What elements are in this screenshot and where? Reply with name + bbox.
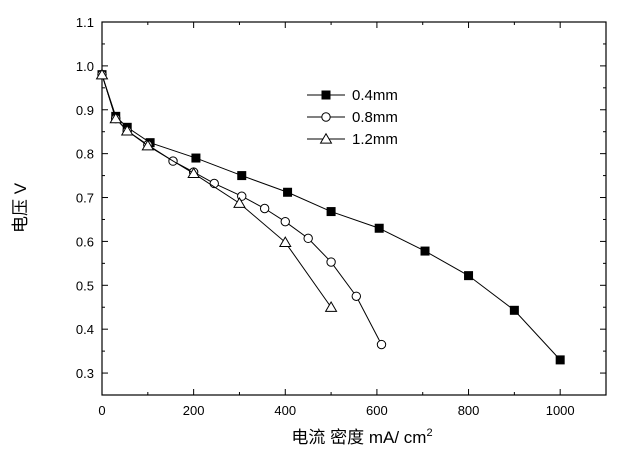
data-point [278,236,292,247]
data-point [283,187,293,197]
data-point [237,171,247,181]
legend-item: 1.2mm [307,131,398,148]
data-point [326,207,336,217]
y-tick-label: 0.7 [76,191,94,206]
data-point [324,301,338,312]
axes: 0 200 400 600 800 1000 0.3 0.4 0.5 0.6 0.7 0.8 0.9 1.… [76,15,607,418]
x-tick-label: 1000 [546,403,575,418]
series-line [101,74,332,308]
data-point [141,139,155,151]
x-tick-label: 200 [183,403,205,418]
legend-marker [321,90,331,100]
y-tick-label: 0.6 [76,234,94,249]
data-point [464,271,474,281]
series-1.2mm [95,68,338,312]
data-point [120,124,134,136]
y-tick-label: 0.5 [76,278,94,293]
x-tick-label: 0 [98,403,105,418]
legend-label: 1.2mm [352,131,398,148]
legend: 0.4mm 0.8mm 1.2mm [307,87,398,148]
y-tick-label: 1.1 [76,15,94,30]
y-tick-label: 0.8 [76,147,94,162]
data-point [374,223,384,233]
series-0.8mm [97,69,387,350]
series-0.4mm [97,70,565,365]
data-point [555,355,565,365]
data-point [233,197,246,208]
data-point [326,257,336,267]
legend-item: 0.8mm [307,109,398,126]
data-point [303,233,313,244]
legend-label: 0.8mm [352,109,398,126]
data-point [109,112,123,124]
y-tick-label: 0.4 [76,322,94,337]
legend-label: 0.4mm [352,87,398,104]
x-axis-title: 电流 密度 mA/ cm2 [291,427,432,447]
series-line [101,74,382,345]
data-point [95,68,109,80]
data-point [351,291,361,301]
x-tick-label: 600 [366,403,388,418]
data-point [191,153,201,163]
series-layer [95,68,565,365]
legend-marker [319,132,333,144]
data-point [280,216,290,227]
y-tick-label: 0.3 [76,366,94,381]
y-tick-label: 0.9 [76,103,94,118]
legend-marker [321,112,331,122]
x-tick-label: 800 [458,403,480,418]
y-tick-label: 1.0 [76,59,94,74]
data-point [420,246,430,256]
data-point [376,339,387,350]
x-tick-label: 400 [274,403,296,418]
plot-frame [101,21,607,396]
data-point [259,203,270,214]
y-axis-title: 电压 V [11,182,30,233]
x-axis-title-superscript: 2 [426,427,432,439]
data-point [509,305,519,315]
legend-item: 0.4mm [307,87,398,104]
data-point [187,167,200,179]
